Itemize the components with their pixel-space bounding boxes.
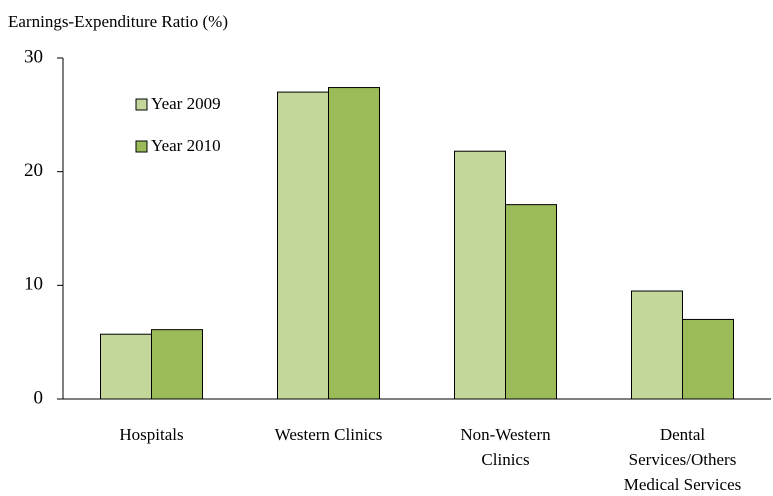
x-tick-label: Medical Services — [624, 475, 742, 494]
x-tick-label: Clinics — [481, 450, 529, 469]
y-tick-label: 10 — [24, 274, 43, 295]
bar — [277, 91, 329, 400]
bar — [100, 333, 152, 400]
bar — [454, 150, 506, 400]
legend-label: Year 2010 — [151, 136, 221, 155]
y-axis-label: Earnings-Expenditure Ratio (%) — [8, 12, 228, 31]
bar — [151, 329, 203, 400]
x-tick-label: Non-Western — [460, 425, 551, 444]
legend-swatch — [135, 140, 148, 153]
legend-label: Year 2009 — [151, 94, 221, 113]
y-tick-label: 20 — [24, 160, 43, 181]
x-tick-label: Western Clinics — [275, 425, 383, 444]
x-tick-label: Hospitals — [119, 425, 183, 444]
bar — [328, 87, 380, 400]
x-tick-label: Dental — [660, 425, 706, 444]
bar — [682, 318, 734, 400]
y-tick-label: 0 — [34, 387, 44, 408]
legend-swatch — [135, 98, 148, 111]
bar — [631, 290, 683, 400]
y-tick-label: 30 — [24, 46, 43, 67]
bar — [505, 204, 557, 400]
x-tick-label: Services/Others — [629, 450, 737, 469]
